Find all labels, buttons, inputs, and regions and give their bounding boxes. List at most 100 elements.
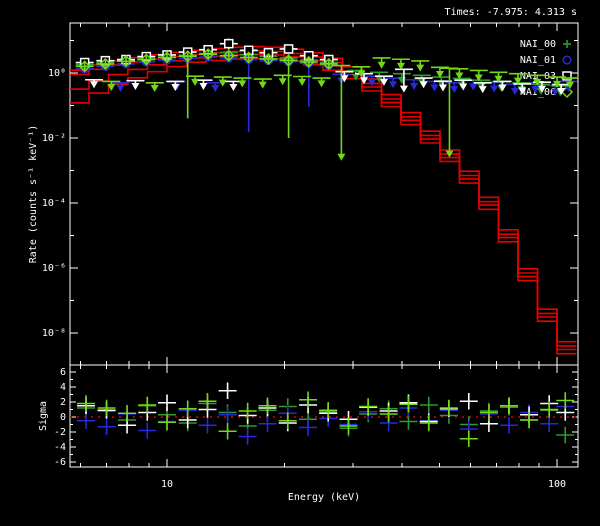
down-arrow-icon	[474, 74, 483, 82]
data-marker-diamond	[140, 53, 153, 66]
down-arrow-icon	[90, 81, 99, 89]
y-tick-label: 10⁻⁴	[42, 198, 66, 209]
sigma-tick-label: 6	[60, 367, 66, 378]
panel-frames	[69, 22, 579, 468]
down-arrow-icon	[518, 87, 527, 95]
data-marker-diamond	[242, 51, 255, 64]
down-arrow-icon	[340, 75, 349, 83]
down-arrow-icon	[459, 83, 468, 91]
down-arrow-icon	[396, 62, 405, 70]
data-marker-square	[224, 38, 234, 49]
down-arrow-icon	[455, 72, 464, 80]
sigma-tick-label: 2	[60, 397, 66, 408]
model-curve	[70, 50, 577, 347]
model-curve	[70, 53, 577, 351]
down-arrow-icon	[419, 81, 428, 89]
series-NAI_06	[75, 48, 578, 161]
down-arrow-icon	[438, 84, 447, 92]
down-arrow-icon	[510, 88, 519, 96]
down-arrow-icon	[218, 79, 227, 87]
data-marker-square	[283, 44, 294, 54]
sigma-tick-label: 4	[60, 382, 66, 393]
down-arrow-icon	[494, 75, 503, 83]
down-arrow-icon	[566, 81, 575, 89]
axis-ticks	[70, 23, 578, 467]
down-arrow-icon	[435, 71, 444, 79]
x-tick-label: 10	[161, 479, 173, 490]
data-marker-diamond	[160, 51, 174, 64]
sigma-series-NAI_03	[77, 382, 575, 434]
down-arrow-icon	[107, 83, 116, 91]
down-arrow-icon	[171, 83, 180, 91]
sigma-series-NAI_06	[77, 391, 575, 447]
down-arrow-icon	[416, 64, 425, 72]
sigma-tick-label: -2	[54, 427, 66, 438]
data-marker-diamond	[282, 54, 295, 67]
down-arrow-icon	[490, 85, 499, 93]
main-panel-frame	[69, 22, 579, 366]
down-arrow-icon	[238, 80, 247, 88]
data-marker-diamond	[222, 49, 235, 62]
model-curve	[70, 45, 577, 343]
down-arrow-icon	[389, 81, 398, 89]
down-arrow-icon	[533, 78, 542, 86]
sigma-residuals	[70, 382, 578, 447]
down-arrow-icon	[410, 82, 419, 90]
down-arrow-icon	[450, 86, 459, 94]
down-arrow-icon	[360, 77, 369, 85]
down-arrow-icon	[430, 84, 439, 92]
down-arrow-icon	[258, 81, 267, 89]
down-arrow-icon	[513, 77, 522, 85]
down-arrow-icon	[399, 85, 408, 93]
legend-label-nai06: NAI_06	[520, 87, 556, 98]
down-arrow-icon	[351, 73, 360, 81]
x-axis-label: Energy (keV)	[288, 492, 360, 503]
tick-labels: 10 100 10⁰ 10⁻² 10⁻⁴ 10⁻⁶ 10⁻⁸ 6 4 2 0 -2 -4 -6	[42, 68, 566, 490]
down-arrow-icon	[478, 86, 487, 94]
sigma-tick-label: -6	[54, 457, 66, 468]
y-axis-label-sigma: Sigma	[38, 401, 49, 431]
data-marker-diamond	[202, 48, 215, 61]
sigma-tick-label: -4	[54, 442, 66, 453]
data-marker-diamond	[322, 57, 335, 71]
data-marker-diamond	[78, 60, 91, 73]
spectrum-data-series	[75, 38, 578, 161]
y-tick-label: 10⁻⁶	[42, 263, 66, 274]
model-histograms	[70, 45, 577, 355]
y-axis-label-rate: Rate (counts s⁻¹ keV⁻¹)	[28, 125, 39, 263]
down-arrow-icon	[357, 70, 366, 78]
chart-title: Times: -7.975: 4.313 s	[445, 7, 577, 18]
down-arrow-icon	[498, 84, 507, 92]
sigma-panel-frame	[69, 364, 579, 468]
down-arrow-icon	[211, 85, 220, 93]
y-tick-label: 10⁻²	[42, 133, 66, 144]
down-arrow-icon	[150, 85, 159, 93]
down-arrow-icon	[131, 82, 140, 90]
legend-square-icon	[562, 71, 572, 81]
legend-circle-icon	[562, 55, 572, 65]
down-arrow-icon	[191, 78, 200, 86]
down-arrow-icon	[469, 83, 478, 91]
data-marker-diamond	[181, 50, 194, 63]
down-arrow-icon	[367, 79, 376, 87]
legend-label-nai00: NAI_00	[520, 39, 556, 50]
legend-label-nai01: NAI_01	[520, 55, 556, 66]
down-arrow-icon	[375, 75, 384, 83]
model-curve	[70, 57, 577, 355]
data-marker-diamond	[262, 52, 275, 66]
down-arrow-icon	[337, 153, 346, 161]
y-tick-label: 10⁰	[48, 68, 66, 79]
down-arrow-icon	[445, 150, 454, 158]
x-tick-label: 100	[548, 479, 566, 490]
down-arrow-icon	[379, 78, 388, 86]
down-arrow-icon	[298, 78, 307, 86]
down-arrow-icon	[116, 85, 125, 93]
sigma-tick-label: 0	[60, 412, 66, 423]
down-arrow-icon	[377, 61, 386, 69]
down-arrow-icon	[317, 80, 326, 88]
down-arrow-icon	[553, 80, 561, 88]
data-marker-diamond	[302, 55, 315, 68]
data-marker-diamond	[99, 57, 112, 71]
